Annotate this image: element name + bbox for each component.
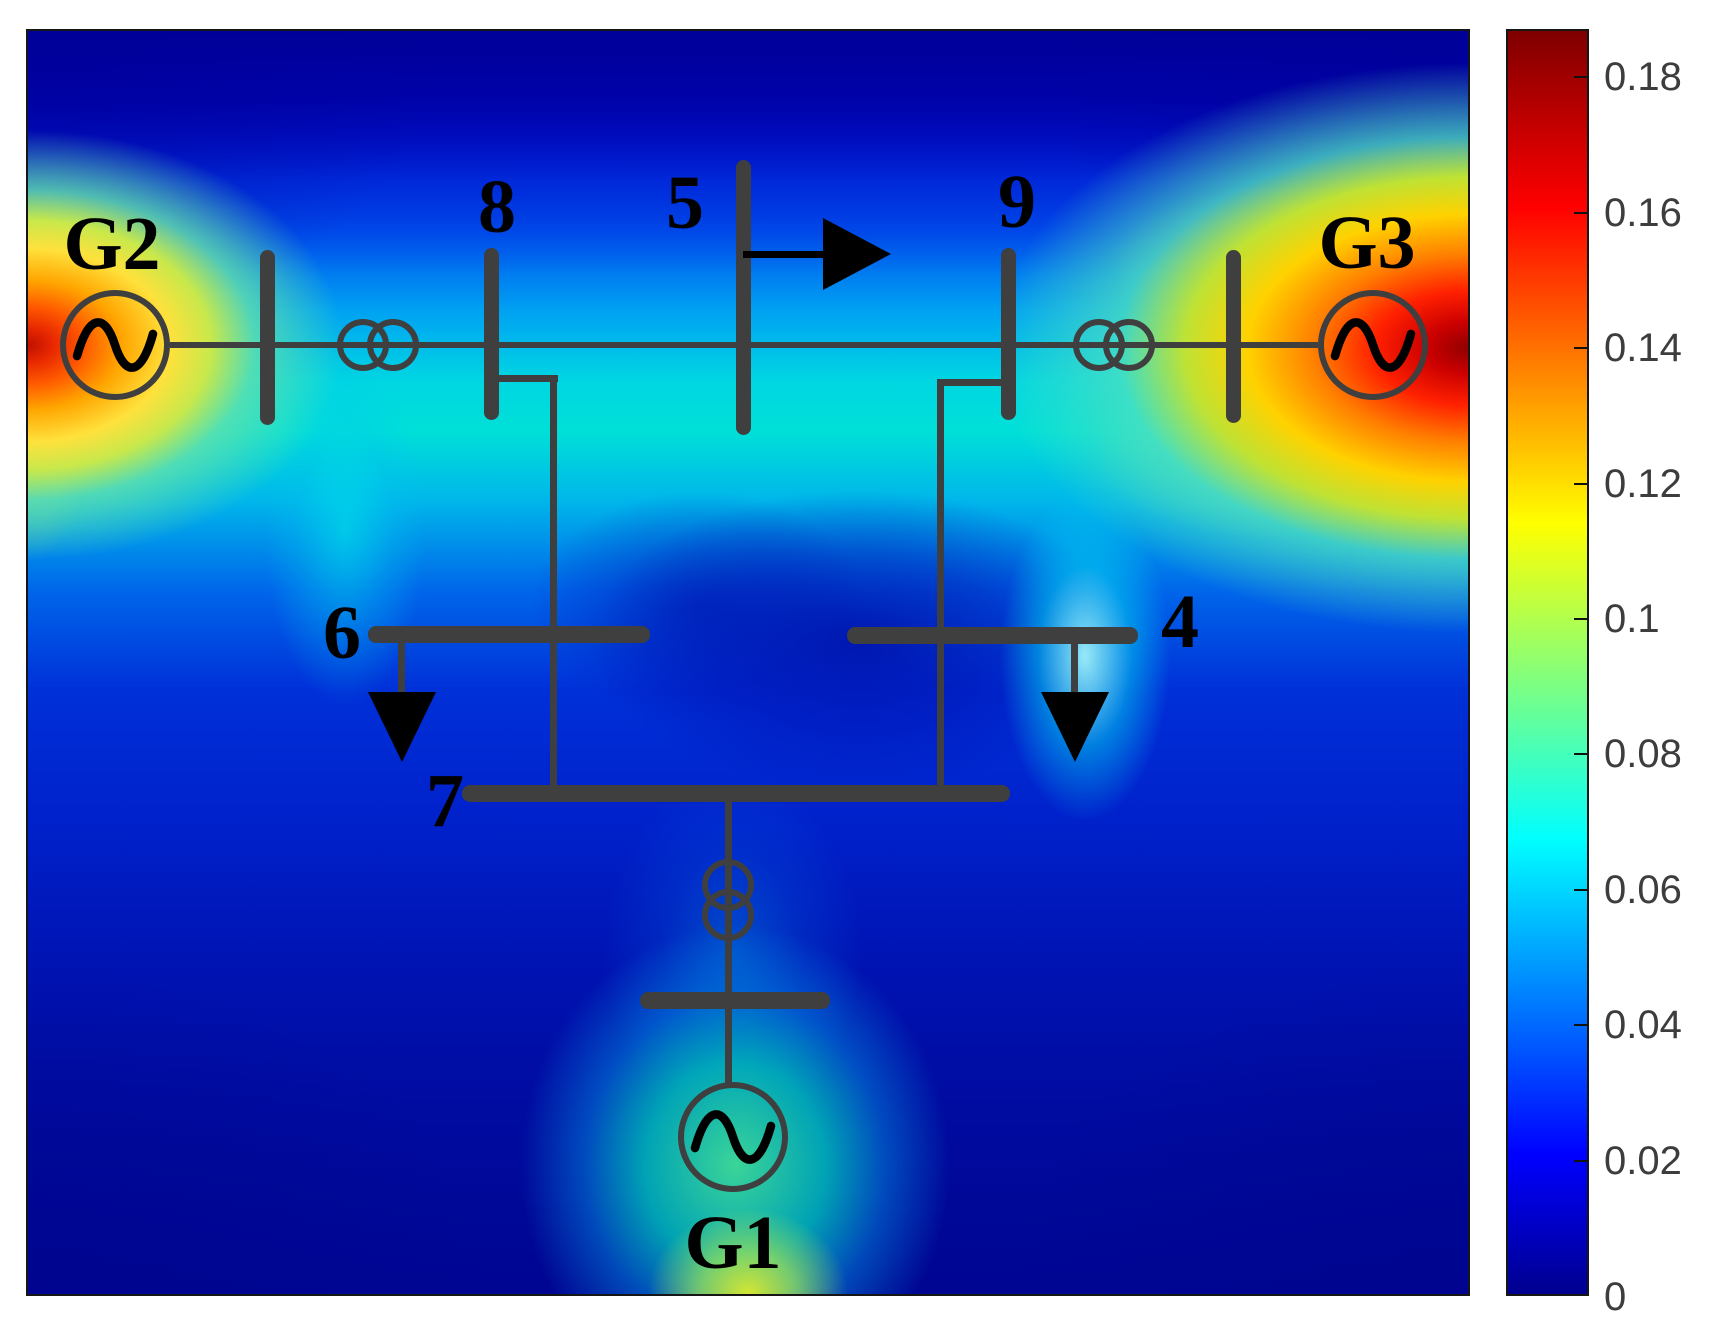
label-g3: G3	[1318, 201, 1416, 285]
label-bus-5: 5	[666, 161, 704, 245]
heatmap-plot-area: G2 G3 G1 8 5 9 6 4 7	[26, 29, 1470, 1296]
transformer-g2-8-icon	[367, 319, 419, 371]
colorbar-label: 0	[1604, 1275, 1627, 1319]
bus-bar-7	[462, 785, 1010, 802]
transformer-7-g1-icon	[702, 889, 754, 941]
transformer-9-g3-icon	[1103, 319, 1155, 371]
load-6-stem	[398, 634, 405, 695]
colorbar-label: 0.02	[1604, 1139, 1682, 1183]
label-bus-6: 6	[323, 591, 361, 675]
bus-bar-8	[484, 248, 499, 420]
bus-bar-5	[736, 160, 751, 435]
label-bus-9: 9	[998, 160, 1036, 244]
generator-g1-icon	[678, 1082, 788, 1192]
label-bus-8: 8	[478, 165, 516, 249]
colorbar-label: 0.14	[1604, 326, 1682, 370]
flow-arrow-stem	[743, 251, 853, 258]
flow-arrow-icon	[823, 218, 891, 290]
bus-bar-g2-terminal	[260, 250, 275, 425]
colorbar-label: 0.06	[1604, 868, 1682, 912]
line-8-6-7	[550, 375, 557, 793]
bus-bar-g1-terminal	[640, 992, 830, 1009]
label-g1: G1	[684, 1201, 782, 1285]
sine-wave-icon	[1330, 318, 1416, 372]
bus-bar-6	[368, 626, 650, 643]
colorbar-label: 0.04	[1604, 1003, 1682, 1047]
load-4-arrow-icon	[1041, 692, 1109, 762]
colorbar-label: 0.08	[1604, 732, 1682, 776]
line-9-jog	[940, 379, 1010, 386]
colorbar-label: 0.18	[1604, 55, 1682, 99]
bus-bar-4	[847, 627, 1138, 644]
colorbar-tick	[1574, 212, 1587, 214]
colorbar-tick	[1574, 1160, 1587, 1162]
colorbar-label: 0.12	[1604, 462, 1682, 506]
bus-bar-9	[1001, 248, 1016, 420]
line-8-jog	[492, 375, 558, 382]
load-4-stem	[1071, 635, 1078, 695]
label-bus-4: 4	[1161, 580, 1199, 664]
colorbar-tick	[1574, 1024, 1587, 1026]
label-g2: G2	[63, 202, 161, 286]
bus-bar-g3-terminal	[1226, 250, 1241, 423]
sine-wave-icon	[72, 318, 158, 372]
colorbar-tick	[1574, 347, 1587, 349]
colorbar-tick	[1574, 753, 1587, 755]
generator-g2-icon	[60, 290, 170, 400]
label-bus-7: 7	[426, 759, 464, 843]
colorbar-tick	[1574, 618, 1587, 620]
load-6-arrow-icon	[368, 692, 436, 762]
colorbar	[1506, 29, 1589, 1296]
line-9-4-7	[937, 379, 944, 793]
sine-wave-icon	[690, 1110, 776, 1164]
colorbar-label: 0.16	[1604, 191, 1682, 235]
colorbar-tick	[1574, 483, 1587, 485]
colorbar-tick	[1574, 889, 1587, 891]
colorbar-tick	[1574, 76, 1587, 78]
colorbar-label: 0.1	[1604, 597, 1660, 641]
generator-g3-icon	[1318, 290, 1428, 400]
